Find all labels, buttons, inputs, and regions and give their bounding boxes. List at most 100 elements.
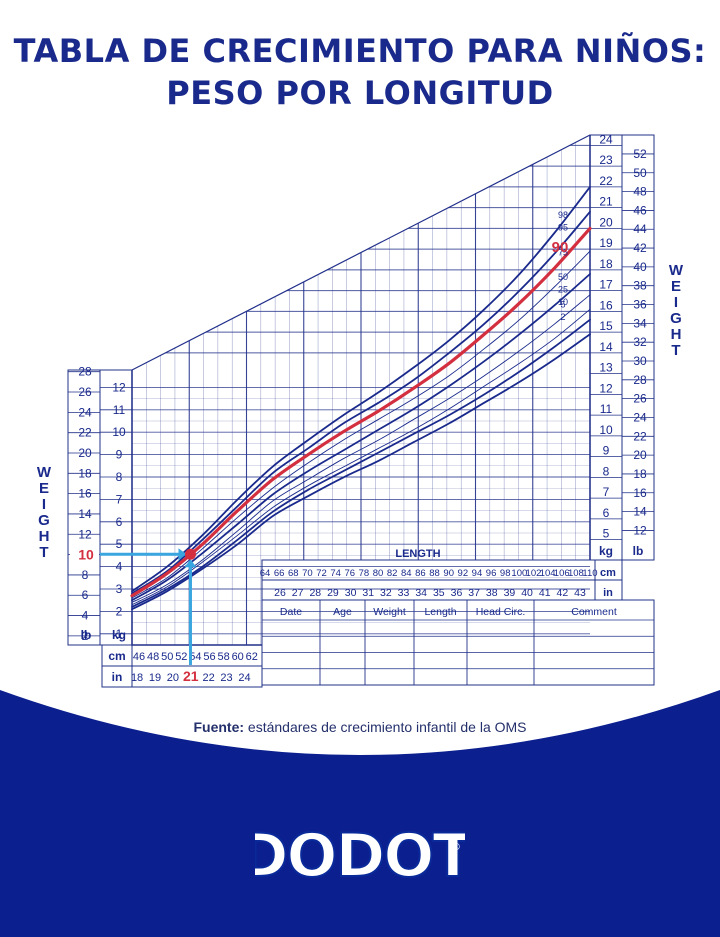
left-in-tick-label: 21 [183, 668, 199, 684]
right-in-tick-label: 43 [574, 587, 586, 599]
right-kg-tick-label: 11 [600, 402, 613, 416]
left-lb-tick-label: 28 [78, 365, 92, 379]
right-lb-tick-label: 38 [633, 279, 647, 293]
right-kg-tick-label: 19 [599, 236, 613, 250]
right-in-tick-label: 39 [504, 587, 516, 599]
right-cm-tick-label: 66 [274, 568, 285, 579]
left-lb-tick-label: 18 [78, 466, 92, 480]
percentile-curve-90 [130, 226, 592, 598]
dodot-logo: DODOT ® [255, 820, 465, 890]
right-in-tick-label: 29 [327, 587, 339, 599]
record-table-header: Date [280, 606, 302, 618]
left-lb-tick-label: 26 [78, 385, 92, 399]
percentile-label-2: 2 [560, 312, 565, 322]
left-kg-tick-label: 5 [116, 537, 123, 551]
right-lb-tick-label: 20 [633, 448, 647, 462]
percentile-curve-10 [131, 308, 591, 606]
right-kg-tick-label: 22 [599, 174, 613, 188]
percentile-curve-5 [131, 318, 591, 608]
left-lb-tick-label: 16 [78, 487, 92, 501]
percentile-curve-50 [131, 273, 591, 602]
right-cm-tick-label: 102 [526, 568, 542, 579]
right-in-tick-label: 40 [521, 587, 533, 599]
percentile-label-50: 50 [558, 272, 568, 282]
example-point-marker [184, 548, 196, 560]
left-cm-tick-label: 52 [175, 651, 187, 663]
left-cm-tick-label: 60 [232, 651, 244, 663]
right-lb-tick-label: 18 [633, 467, 647, 481]
weight-axis-letter-left: G [38, 512, 50, 529]
right-in-tick-label: 36 [451, 587, 463, 599]
right-lb-tick-label: 46 [633, 203, 647, 217]
right-in-tick-label: 26 [274, 587, 286, 599]
percentile-callout-90: 90 [552, 239, 569, 256]
record-table-header: Length [424, 606, 456, 618]
right-lb-tick-label: 22 [633, 429, 647, 443]
left-kg-tick-label: 7 [116, 492, 123, 506]
right-cm-tick-label: 86 [415, 568, 426, 579]
right-lb-tick-label: 12 [633, 523, 647, 537]
right-lb-tick-label: 44 [633, 222, 647, 236]
left-kg-unit-label: kg [112, 628, 126, 642]
source-text: estándares de crecimiento infantil de la… [247, 719, 527, 735]
left-kg-tick-label: 2 [116, 604, 123, 618]
right-cm-tick-label: 92 [458, 568, 469, 579]
right-cm-unit-label: cm [600, 567, 616, 579]
right-in-tick-label: 33 [398, 587, 410, 599]
left-lb-unit-label: lb [81, 628, 92, 642]
right-cm-tick-label: 88 [429, 568, 440, 579]
right-in-tick-label: 41 [539, 587, 551, 599]
right-lb-tick-label: 26 [633, 392, 647, 406]
right-in-tick-label: 38 [486, 587, 498, 599]
left-cm-tick-label: 56 [203, 651, 215, 663]
left-cm-tick-label: 54 [189, 651, 201, 663]
percentile-curve-25 [131, 294, 591, 603]
right-cm-tick-label: 94 [472, 568, 483, 579]
left-kg-tick-label: 12 [112, 380, 126, 394]
right-lb-unit-label: lb [633, 544, 644, 558]
percentile-label-98: 98 [558, 210, 568, 220]
left-lb-tick-label: 6 [82, 588, 89, 602]
right-cm-tick-label: 64 [260, 568, 271, 579]
left-cm-tick-label: 50 [161, 651, 173, 663]
right-in-tick-label: 28 [309, 587, 321, 599]
weight-axis-letter-right: I [674, 294, 678, 311]
record-table-header: Head Circ. [476, 606, 526, 618]
right-cm-tick-label: 108 [568, 568, 584, 579]
percentile-curve-2 [131, 333, 591, 611]
right-lb-tick-label: 50 [633, 166, 647, 180]
right-lb-tick-label: 16 [633, 486, 647, 500]
page-title-line-1: TABLA DE CRECIMIENTO PARA NIÑOS: [13, 32, 707, 70]
percentile-label-5: 5 [560, 300, 565, 310]
right-cm-tick-label: 78 [359, 568, 370, 579]
source-label: Fuente: [193, 719, 245, 735]
left-lb-tick-label: 14 [78, 507, 92, 521]
left-kg-tick-label: 9 [116, 448, 123, 462]
right-cm-tick-label: 70 [302, 568, 313, 579]
page-title-line-2: PESO POR LONGITUD [166, 74, 554, 112]
footer-band [0, 690, 720, 937]
left-in-unit-label: in [112, 670, 123, 684]
percentile-label-10: 10 [558, 297, 568, 307]
right-in-tick-label: 35 [433, 587, 445, 599]
right-lb-tick-label: 48 [633, 185, 647, 199]
weight-arrow-head [178, 548, 187, 561]
weight-axis-letter-right: E [671, 278, 681, 295]
right-cm-tick-label: 72 [316, 568, 327, 579]
right-cm-tick-label: 96 [486, 568, 497, 579]
right-in-tick-label: 37 [468, 587, 480, 599]
right-kg-tick-label: 16 [599, 298, 613, 312]
right-cm-tick-label: 100 [511, 568, 527, 579]
right-cm-tick-label: 76 [344, 568, 355, 579]
right-cm-tick-label: 68 [288, 568, 299, 579]
weight-axis-letter-right: T [671, 342, 680, 359]
left-kg-tick-label: 6 [116, 515, 123, 529]
left-kg-tick-label: 10 [112, 425, 126, 439]
left-lb-tick-label: 20 [78, 446, 92, 460]
record-table-header: Weight [373, 606, 406, 618]
weight-axis-letter-left: H [39, 528, 50, 545]
right-in-unit-label: in [603, 587, 613, 599]
right-kg-tick-label: 10 [599, 423, 613, 437]
record-table-header: Comment [571, 606, 617, 618]
page-title: TABLA DE CRECIMIENTO PARA NIÑOS: PESO PO… [0, 30, 720, 114]
